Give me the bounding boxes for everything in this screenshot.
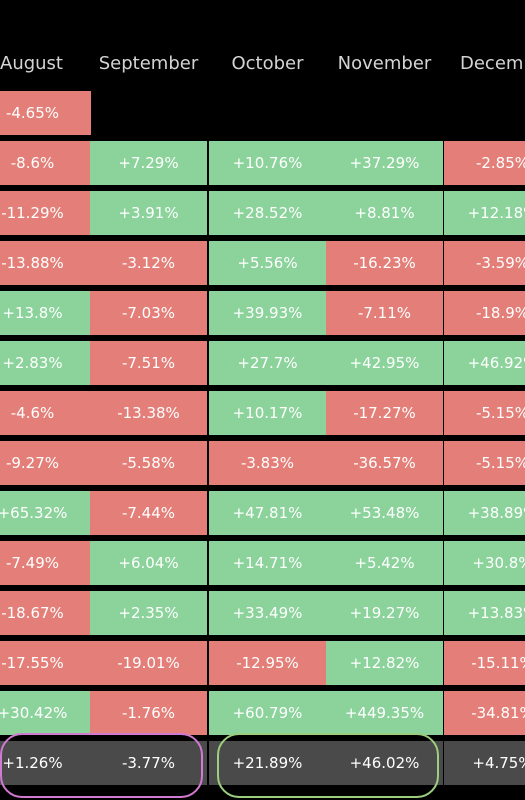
table-cell: +28.52% <box>209 191 326 235</box>
table-cell: -3.59% <box>444 241 525 285</box>
column-header: Decemb <box>460 53 525 74</box>
average-cell: +21.89% <box>209 741 326 785</box>
table-cell: +65.32% <box>0 491 91 535</box>
table-cell: +38.89% <box>444 491 525 535</box>
table-cell: +3.91% <box>90 191 207 235</box>
table-cell: -5.15% <box>444 391 525 435</box>
table-cell: +19.27% <box>326 591 443 635</box>
table-cell: -7.49% <box>0 541 91 585</box>
table-cell: -34.81% <box>444 691 525 735</box>
table-cell: -3.83% <box>209 441 326 485</box>
table-cell: -1.76% <box>90 691 207 735</box>
table-cell: +7.29% <box>90 141 207 185</box>
table-cell: -13.38% <box>90 391 207 435</box>
table-cell: +449.35% <box>326 691 443 735</box>
table-cell: +12.82% <box>326 641 443 685</box>
table-cell: +5.42% <box>326 541 443 585</box>
table-cell: +2.83% <box>0 341 91 385</box>
average-cell: -3.77% <box>90 741 207 785</box>
table-cell: -11.29% <box>0 191 91 235</box>
column-header: November <box>337 53 432 74</box>
table-cell: -7.03% <box>90 291 207 335</box>
table-cell: -3.12% <box>90 241 207 285</box>
table-cell: +27.7% <box>209 341 326 385</box>
table-cell: -15.11% <box>444 641 525 685</box>
table-cell: +37.29% <box>326 141 443 185</box>
table-cell: +39.93% <box>209 291 326 335</box>
table-cell: -5.58% <box>90 441 207 485</box>
table-cell: -4.6% <box>0 391 91 435</box>
table-cell: -36.57% <box>326 441 443 485</box>
table-cell: +33.49% <box>209 591 326 635</box>
table-cell: -19.01% <box>90 641 207 685</box>
table-cell: +10.17% <box>209 391 326 435</box>
average-cell: +1.26% <box>0 741 91 785</box>
table-cell: -16.23% <box>326 241 443 285</box>
average-cell: +46.02% <box>326 741 443 785</box>
table-cell: -9.27% <box>0 441 91 485</box>
table-cell: +53.48% <box>326 491 443 535</box>
table-cell: +47.81% <box>209 491 326 535</box>
column-header: August <box>0 53 63 74</box>
table-cell: +6.04% <box>90 541 207 585</box>
table-cell: -4.65% <box>0 91 91 135</box>
table-cell: +13.83% <box>444 591 525 635</box>
table-cell: +10.76% <box>209 141 326 185</box>
table-cell: -7.51% <box>90 341 207 385</box>
table-cell: -2.85% <box>444 141 525 185</box>
table-cell: -18.67% <box>0 591 91 635</box>
table-cell: -8.6% <box>0 141 91 185</box>
table-cell: +30.8% <box>444 541 525 585</box>
table-cell: -17.55% <box>0 641 91 685</box>
table-cell: -17.27% <box>326 391 443 435</box>
table-cell: +12.18% <box>444 191 525 235</box>
table-cell: +42.95% <box>326 341 443 385</box>
table-cell: +2.35% <box>90 591 207 635</box>
table-cell: +60.79% <box>209 691 326 735</box>
table-cell: -7.11% <box>326 291 443 335</box>
table-cell: +8.81% <box>326 191 443 235</box>
table-cell: -7.44% <box>90 491 207 535</box>
column-header: September <box>98 53 199 74</box>
table-cell: +46.92% <box>444 341 525 385</box>
table-cell: +5.56% <box>209 241 326 285</box>
table-cell: +14.71% <box>209 541 326 585</box>
average-cell: +4.75% <box>444 741 525 785</box>
table-cell: -13.88% <box>0 241 91 285</box>
column-header: October <box>231 53 304 74</box>
table-cell: -12.95% <box>209 641 326 685</box>
table-cell: -5.15% <box>444 441 525 485</box>
table-cell: -18.9% <box>444 291 525 335</box>
table-cell: +30.42% <box>0 691 91 735</box>
table-cell: +13.8% <box>0 291 91 335</box>
